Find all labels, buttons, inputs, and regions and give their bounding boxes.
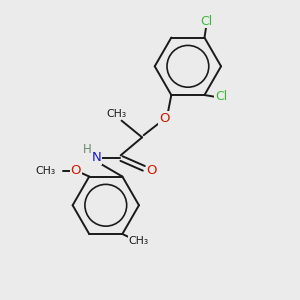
Text: CH₃: CH₃ xyxy=(107,109,127,119)
Text: CH₃: CH₃ xyxy=(128,236,148,246)
Text: N: N xyxy=(92,152,101,164)
Text: O: O xyxy=(71,164,81,177)
Text: O: O xyxy=(159,112,169,125)
Text: O: O xyxy=(146,164,157,177)
Text: CH₃: CH₃ xyxy=(35,166,55,176)
Text: Cl: Cl xyxy=(215,90,227,103)
Text: H: H xyxy=(83,142,92,156)
Text: Cl: Cl xyxy=(200,15,212,28)
